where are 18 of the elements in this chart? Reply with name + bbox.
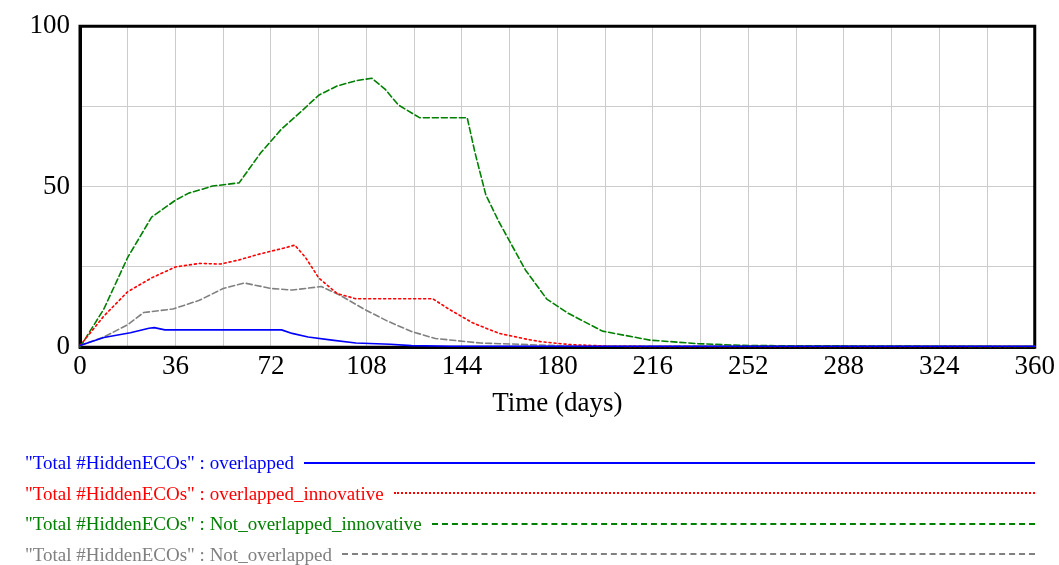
x-tick-label: 288 (823, 350, 865, 381)
x-tick-label: 360 (1014, 350, 1055, 381)
y-tick-label: 0 (56, 330, 70, 361)
x-tick-label: 252 (728, 350, 769, 381)
x-tick-label: 108 (346, 350, 387, 381)
x-tick-label: 180 (537, 350, 578, 381)
text: "Total #HiddenECOs" : overlapped_innovative (25, 482, 384, 505)
text: "Total #HiddenECOs" : Not_overlapped (25, 543, 333, 565)
text: "Total #HiddenECOs" : Not_overlapped_innovative (25, 513, 422, 536)
x-tick-label: 36 (161, 350, 189, 381)
y-tick-label: 50 (43, 169, 70, 200)
x-axis-title: Time (days) (492, 386, 623, 417)
x-tick-label: 144 (441, 350, 483, 381)
x-tick-label: 324 (919, 350, 961, 381)
x-tick-label: 72 (257, 350, 285, 381)
x-tick-label: 216 (632, 350, 674, 381)
text: "Total #HiddenECOs" : overlapped (25, 452, 295, 475)
y-tick-label: 100 (29, 9, 70, 40)
